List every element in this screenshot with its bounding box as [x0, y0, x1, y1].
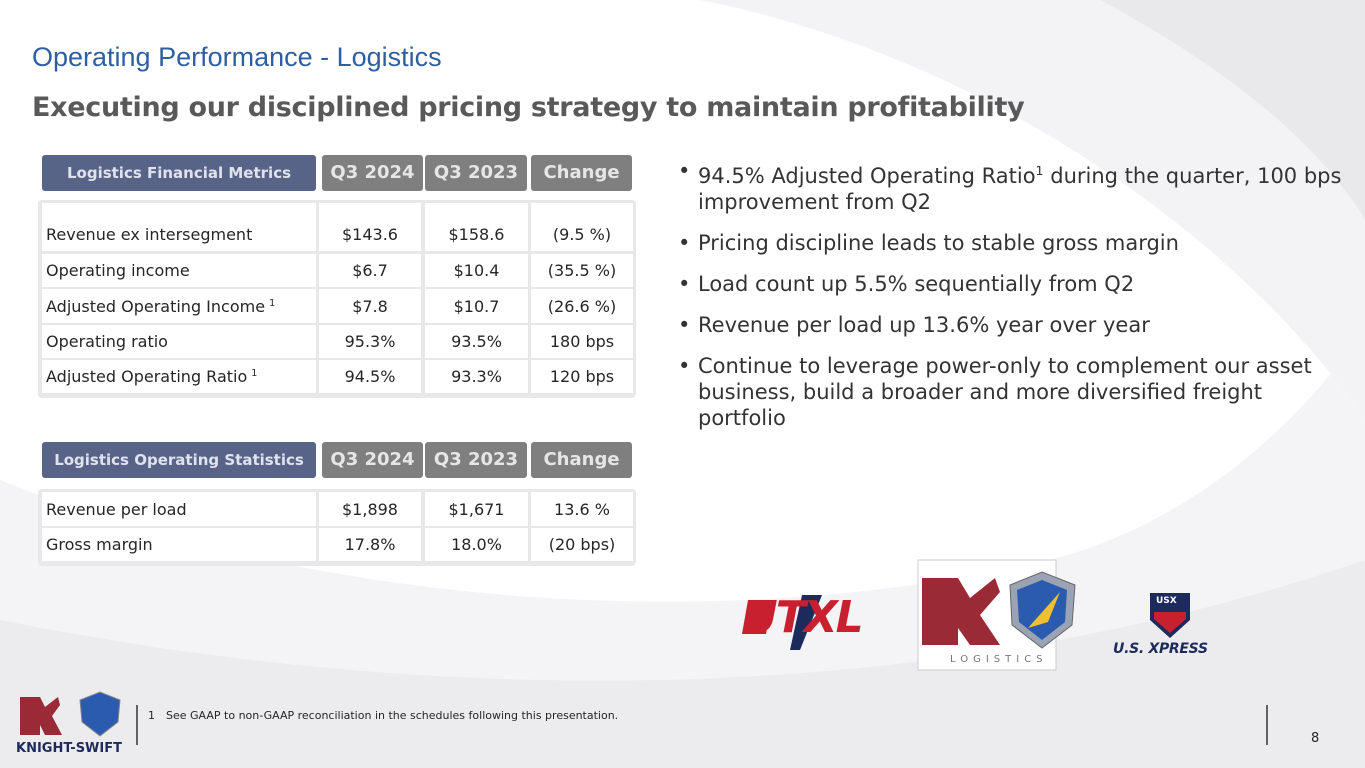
cell-text: 95.3%: [344, 332, 396, 351]
table-header-cell: Q3 2023: [425, 155, 527, 191]
table-header-cell: Q3 2023: [425, 442, 527, 478]
cell-text: Adjusted Operating Income 1: [46, 297, 276, 316]
footnote-mark: 1: [269, 297, 276, 309]
footnote: See GAAP to non-GAAP reconciliation in t…: [166, 709, 619, 722]
bullet-text: during the quarter, 100 bps improvement …: [698, 164, 1342, 214]
table-cell: $158.6: [425, 203, 528, 251]
bullet-text: Pricing discipline leads to stable gross…: [698, 231, 1179, 255]
bullet: Revenue per load up 13.6% year over year: [678, 312, 1348, 338]
cell-text: Revenue per load: [46, 500, 187, 519]
table-cell: Revenue per load: [42, 492, 316, 526]
bullet: Continue to leverage power-only to compl…: [678, 353, 1348, 431]
table-header-cell: Logistics Operating Statistics: [42, 442, 316, 478]
cell-text: 180 bps: [549, 332, 615, 351]
cell-text: 120 bps: [549, 367, 615, 386]
bullet-text: Continue to leverage power-only to compl…: [698, 354, 1312, 430]
table-cell: 120 bps: [531, 360, 633, 393]
cell-text: 93.5%: [451, 332, 502, 351]
table-cell: (9.5 %): [531, 203, 633, 251]
cell-text: $10.7: [453, 297, 500, 316]
table-cell: $10.7: [425, 289, 528, 323]
table-cell: 13.6 %: [531, 492, 633, 526]
cell-text: $7.8: [352, 297, 388, 316]
cell-text: (20 bps): [548, 535, 616, 554]
cell-text: $158.6: [448, 225, 505, 244]
page-number: 8: [1311, 731, 1320, 746]
table-header-cell: Q3 2024: [322, 442, 423, 478]
bullet: 94.5% Adjusted Operating Ratio1 during t…: [678, 158, 1348, 215]
bullet: Load count up 5.5% sequentially from Q2: [678, 271, 1348, 297]
table-cell: 180 bps: [531, 325, 633, 358]
footnote-mark: 1: [1035, 163, 1044, 178]
table-cell: 17.8%: [319, 528, 421, 561]
cell-text: $143.6: [342, 225, 398, 244]
table-header-cell: Logistics Financial Metrics: [42, 155, 316, 191]
table-cell: $7.8: [319, 289, 421, 323]
utxl-logo: UTXL: [742, 592, 864, 643]
bullet: Pricing discipline leads to stable gross…: [678, 230, 1348, 256]
cell-text: (26.6 %): [547, 297, 617, 316]
table-cell: 95.3%: [319, 325, 421, 358]
subtitle: Executing our disciplined pricing strate…: [32, 92, 1025, 123]
cell-text: Revenue ex intersegment: [46, 225, 253, 244]
cell-text: Adjusted Operating Ratio 1: [46, 367, 258, 386]
table-cell: (20 bps): [531, 528, 633, 561]
cell-text: $10.4: [453, 261, 500, 280]
cell-text: 13.6 %: [554, 500, 610, 519]
table-cell: 18.0%: [425, 528, 528, 561]
table-cell: $1,898: [319, 492, 421, 526]
cell-text: Gross margin: [46, 535, 153, 554]
cell-text: Operating ratio: [46, 332, 168, 351]
table-cell: 93.5%: [425, 325, 528, 358]
bullet-text: 94.5% Adjusted Operating Ratio: [698, 164, 1036, 188]
footnote-number: 1: [148, 709, 155, 722]
cell-text: 17.8%: [344, 535, 396, 554]
cell-text: (35.5 %): [547, 261, 617, 280]
table-cell: (26.6 %): [531, 289, 633, 323]
table-cell: Adjusted Operating Ratio 1: [42, 360, 316, 393]
cell-text: $1,671: [448, 500, 505, 519]
table-cell: Gross margin: [42, 528, 316, 561]
table-cell: Operating income: [42, 254, 316, 287]
cell-text: 18.0%: [451, 535, 502, 554]
usx-logo-mark: USX: [1156, 596, 1177, 606]
bullet-text: Revenue per load up 13.6% year over year: [698, 313, 1150, 337]
cell-text: $6.7: [352, 261, 388, 280]
bullet-text: Load count up 5.5% sequentially from Q2: [698, 272, 1135, 296]
knight-logistics-logo-text: LOGISTICS: [950, 654, 1048, 665]
cell-text: (9.5 %): [552, 225, 612, 244]
table-cell: 93.3%: [425, 360, 528, 393]
us-xpress-logo: U.S. XPRESS: [1113, 641, 1208, 657]
bullet-list: 94.5% Adjusted Operating Ratio1 during t…: [678, 158, 1348, 446]
table-header-cell: Change: [531, 442, 632, 478]
table-cell: $6.7: [319, 254, 421, 287]
table-cell: Operating ratio: [42, 325, 316, 358]
knight-swift-logo: KNIGHT-SWIFT: [16, 741, 122, 756]
table-cell: $10.4: [425, 254, 528, 287]
table-cell: Adjusted Operating Income 1: [42, 289, 316, 323]
table-header-cell: Q3 2024: [322, 155, 423, 191]
table-header-cell: Change: [531, 155, 632, 191]
cell-text: 93.3%: [451, 367, 502, 386]
table-cell: 94.5%: [319, 360, 421, 393]
title: Operating Performance - Logistics: [32, 42, 442, 72]
cell-text: 94.5%: [344, 367, 396, 386]
table-cell: Revenue ex intersegment: [42, 203, 316, 251]
table-cell: (35.5 %): [531, 254, 633, 287]
table-cell: $1,671: [425, 492, 528, 526]
cell-text: Operating income: [46, 261, 190, 280]
footnote-mark: 1: [251, 367, 258, 379]
cell-text: $1,898: [342, 500, 398, 519]
table-cell: $143.6: [319, 203, 421, 251]
